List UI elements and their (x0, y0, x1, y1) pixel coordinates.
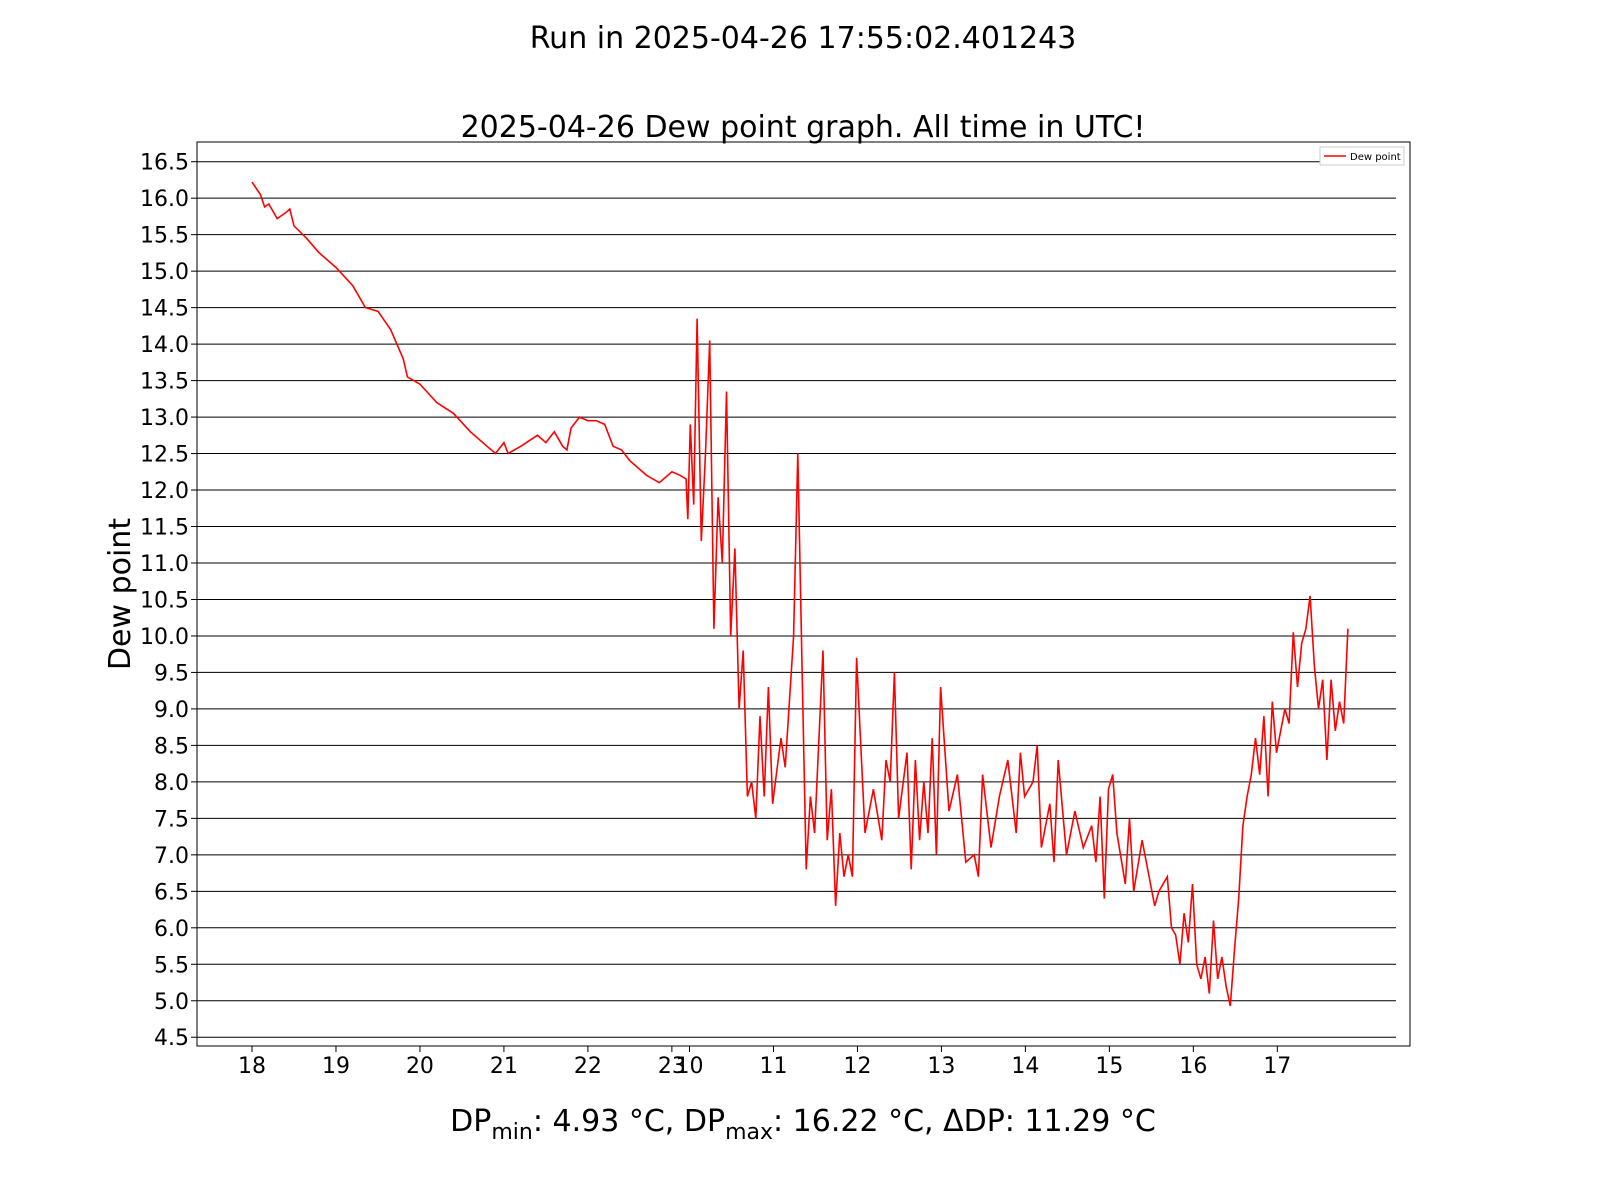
y-tick-label: 8.5 (154, 734, 189, 759)
y-tick-label: 8.0 (154, 771, 189, 796)
legend-box (1319, 146, 1405, 166)
y-tick-label: 7.0 (154, 844, 189, 869)
y-tick-label: 16.5 (140, 151, 189, 176)
suptitle: Run in 2025-04-26 17:55:02.401243 (530, 21, 1077, 56)
y-tick-label: 9.5 (154, 661, 189, 686)
y-tick-label: 16.0 (140, 187, 189, 212)
y-tick-label: 6.5 (154, 880, 189, 905)
y-tick-label: 12.0 (140, 479, 189, 504)
x-tick-label: 23 (658, 1054, 686, 1079)
y-tick-label: 11.0 (140, 552, 189, 577)
y-tick-label: 13.0 (140, 406, 189, 431)
y-tick-label: 15.0 (140, 260, 189, 285)
x-tick-label: 21 (490, 1054, 518, 1079)
x-tick-label: 13 (927, 1054, 955, 1079)
y-tick-label: 6.0 (154, 917, 189, 942)
x-tick-label: 15 (1095, 1054, 1123, 1079)
y-tick-label: 4.5 (154, 1026, 189, 1051)
x-tick-label: 16 (1179, 1054, 1207, 1079)
y-tick-label: 5.5 (154, 953, 189, 978)
x-tick-label: 18 (238, 1054, 266, 1079)
x-tick-label: 17 (1263, 1054, 1291, 1079)
y-axis-label: Dew point (103, 518, 138, 670)
y-tick-label: 10.5 (140, 588, 189, 613)
y-tick-label: 13.5 (140, 370, 189, 395)
y-tick-label: 12.5 (140, 443, 189, 468)
x-tick-label: 14 (1011, 1054, 1039, 1079)
x-tick-label: 12 (843, 1054, 871, 1079)
x-tick-label: 20 (406, 1054, 434, 1079)
y-tick-label: 11.5 (140, 516, 189, 541)
data-line (251, 181, 1349, 1007)
y-tick-label: 9.0 (154, 698, 189, 723)
stats-annotation: DPmin: 4.93 °C, DPmax: 16.22 °C, ΔDP: 11… (450, 1104, 1156, 1145)
stats-text: : 4.93 °C, DP (533, 1104, 725, 1139)
y-tick-label: 10.0 (140, 625, 189, 650)
x-tick-label: 10 (676, 1054, 704, 1079)
plot-area (196, 141, 1411, 1047)
stats-text: : 16.22 °C, ΔDP: 11.29 °C (773, 1104, 1156, 1139)
legend-label: Dew point (1350, 152, 1401, 163)
y-tick-label: 14.5 (140, 297, 189, 322)
y-tick-label: 14.0 (140, 333, 189, 358)
y-tick-label: 7.5 (154, 807, 189, 832)
x-tick-label: 22 (574, 1054, 602, 1079)
x-tick-label: 11 (759, 1054, 787, 1079)
x-tick-label: 19 (322, 1054, 350, 1079)
y-tick-label: 15.5 (140, 224, 189, 249)
stats-text: DP (450, 1104, 491, 1139)
y-tick-label: 5.0 (154, 990, 189, 1015)
stats-subscript: max (725, 1120, 773, 1145)
stats-subscript: min (491, 1120, 533, 1145)
chart-title: 2025-04-26 Dew point graph. All time in … (461, 110, 1146, 145)
